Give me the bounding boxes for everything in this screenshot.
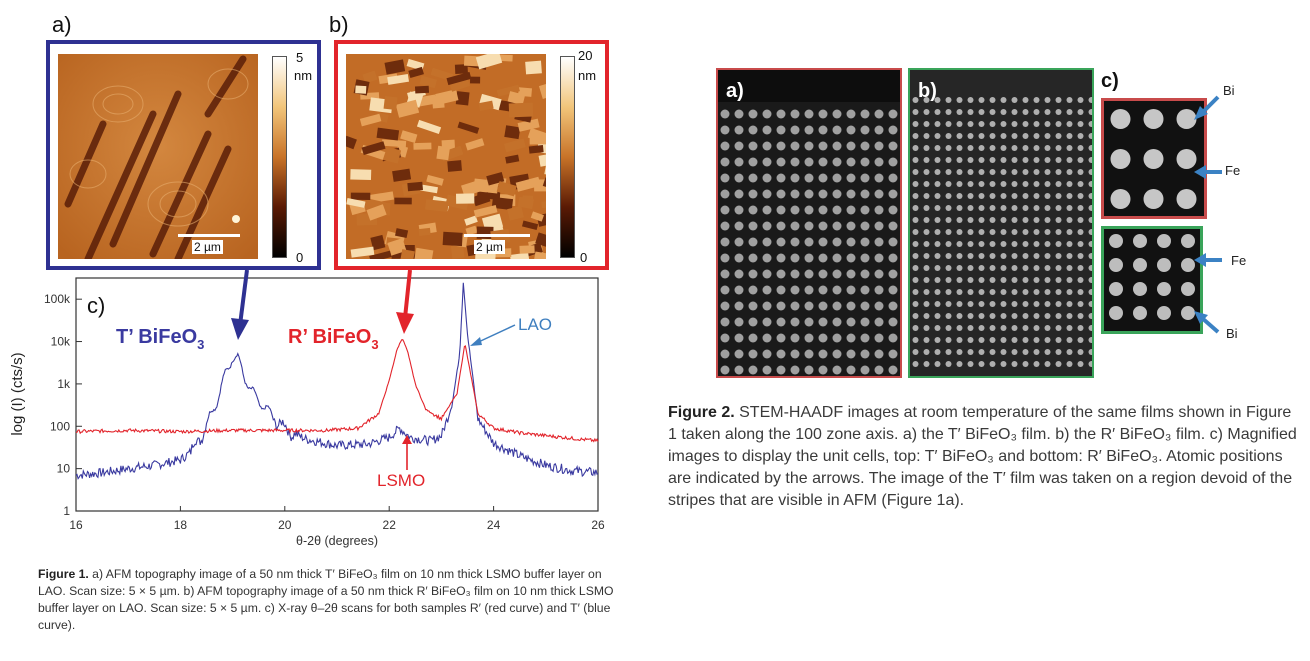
afm-a-scalebar-label: 2 µm: [192, 240, 223, 254]
afm-b-cbar-min: 0: [580, 250, 588, 265]
figure-1-caption-text: a) AFM topography image of a 50 nm thick…: [38, 567, 614, 632]
stem-b-label: b): [918, 80, 937, 102]
atom-label-top-fe: Fe: [1225, 163, 1241, 178]
afm-a-cbar-max: 5: [296, 50, 304, 65]
figure-2-caption-text: STEM-HAADF images at room temperature of…: [668, 404, 1297, 509]
y-tick-label: 1: [63, 504, 70, 518]
t-bifeo3-annotation: T’ BiFeO3: [116, 326, 204, 352]
x-tick-label: 20: [278, 518, 292, 532]
x-tick-label: 16: [69, 518, 83, 532]
afm-image-b: [342, 50, 567, 266]
stem-zoom-top: [1101, 98, 1207, 219]
x-tick-label: 22: [383, 518, 397, 532]
afm-a-cbar-min: 0: [296, 250, 304, 265]
series-line-r-prime: [75, 339, 599, 443]
stem-image-b: b): [908, 68, 1094, 378]
figure-1-caption-title: Figure 1.: [38, 567, 89, 581]
figure-2-caption-title: Figure 2.: [668, 404, 735, 421]
y-tick-label: 10k: [51, 335, 71, 349]
afm-a-cbar-unit: nm: [294, 68, 313, 83]
x-tick-label: 18: [174, 518, 188, 532]
afm-b-cbar-max: 20: [578, 48, 593, 63]
afm-b-scalebar-label: 2 µm: [474, 240, 505, 254]
afm-b-colorbar: [560, 56, 575, 258]
afm-b-cbar-unit: nm: [578, 68, 597, 83]
afm-image-a-frame: 2 µm 5 nm 0: [46, 40, 321, 270]
stem-image-a: a): [716, 68, 902, 378]
y-tick-label: 100: [50, 419, 70, 433]
afm-pointer-arrows: [231, 269, 516, 470]
x-axis-label: θ-2θ (degrees): [296, 534, 378, 548]
figure-1-caption: Figure 1. a) AFM topography image of a 5…: [38, 566, 618, 634]
panel-c-label: c): [87, 293, 105, 318]
series-line-t-prime: [75, 282, 599, 480]
x-tick-label: 26: [591, 518, 605, 532]
r-bifeo3-annotation: R’ BiFeO3: [288, 326, 379, 352]
stem-c-label: c): [1101, 70, 1119, 92]
y-tick-label: 1k: [57, 377, 71, 391]
atom-label-bottom-fe: Fe: [1231, 253, 1247, 268]
figure-2-caption: Figure 2. STEM-HAADF images at room temp…: [668, 402, 1304, 512]
afm-image-a: [58, 54, 258, 263]
y-axis-label: log (I) (cts/s): [9, 352, 26, 435]
lao-annotation: LAO: [518, 315, 552, 334]
y-tick-label: 10: [57, 462, 71, 476]
afm-image-b-frame: 2 µm 20 nm 0: [334, 40, 609, 270]
plot-frame: [75, 277, 599, 512]
panel-a-label: a): [52, 12, 72, 37]
stem-a-label: a): [726, 80, 744, 102]
atom-label-bottom-bi: Bi: [1226, 326, 1238, 341]
lsmo-annotation: LSMO: [377, 471, 425, 490]
x-tick-label: 24: [487, 518, 501, 532]
atom-label-top-bi: Bi: [1223, 83, 1235, 98]
xrd-chart: 16 18 20 22 24 26 1 10 100 1k 10k 100k c) T’ BiFeO…: [9, 269, 605, 548]
afm-a-colorbar: [272, 56, 287, 258]
panel-b-label: b): [329, 12, 349, 37]
stem-zoom-bottom: [1101, 226, 1203, 334]
y-tick-label: 100k: [44, 292, 71, 306]
atom-arrows: [1194, 95, 1222, 334]
